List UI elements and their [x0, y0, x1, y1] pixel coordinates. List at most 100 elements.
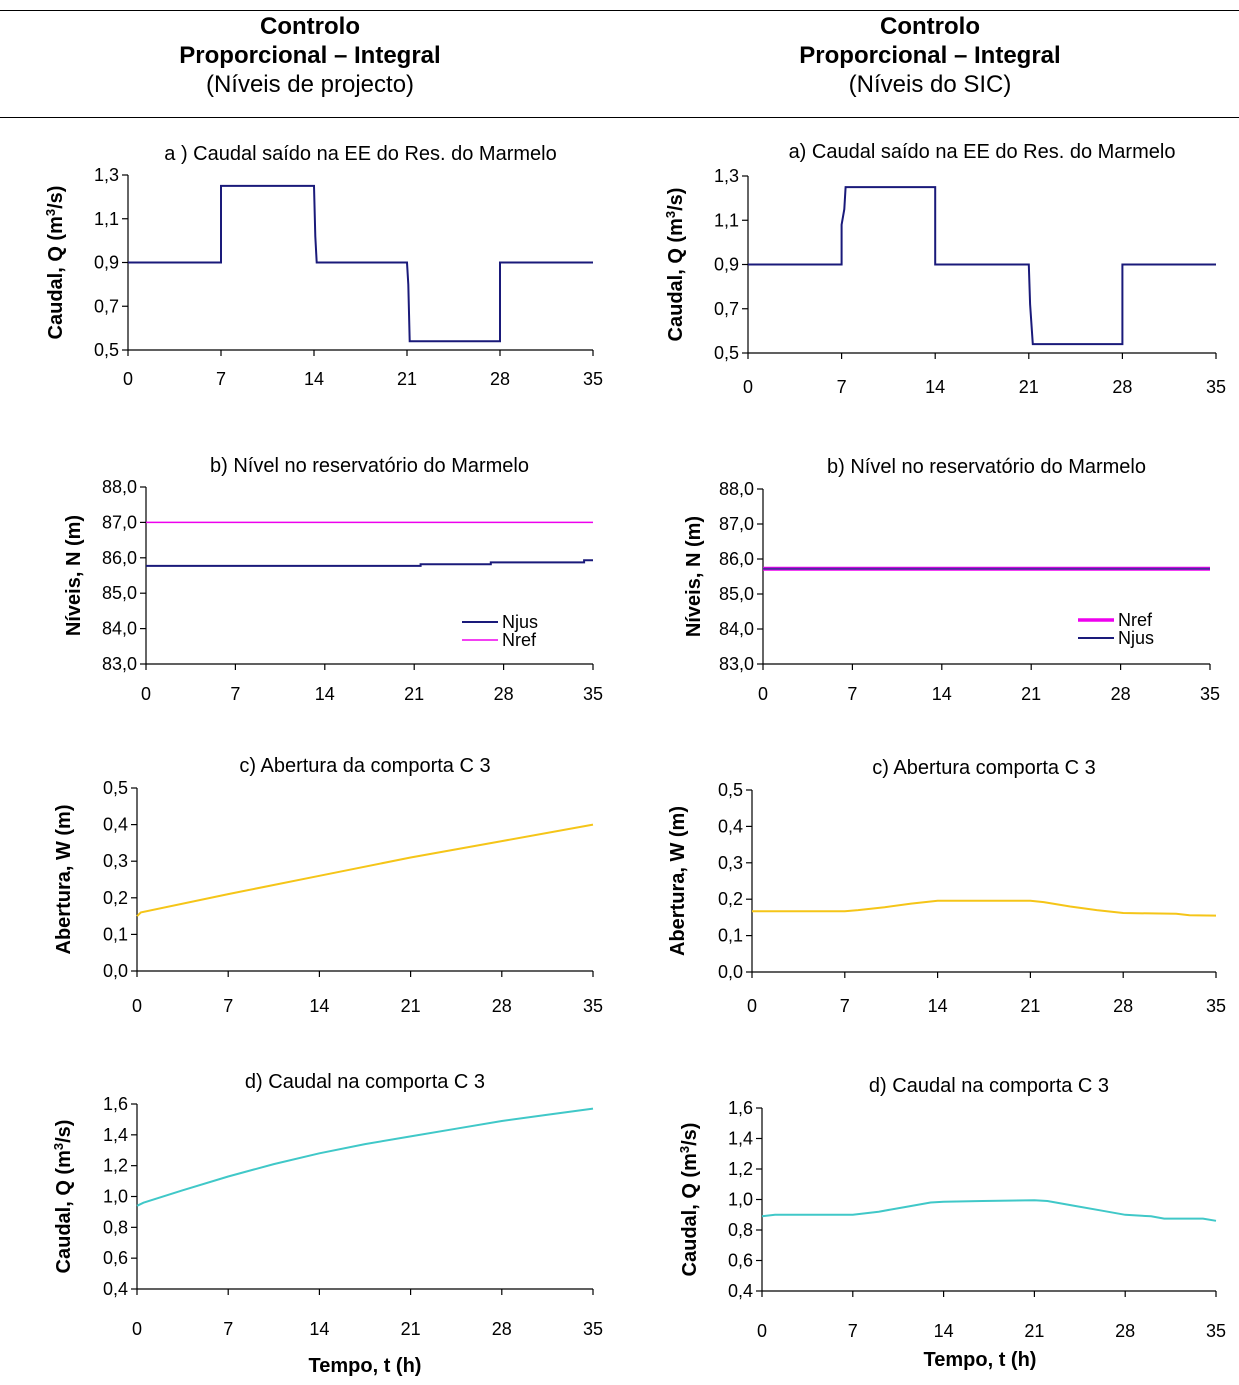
y-tick-label: 0,9: [94, 253, 119, 273]
chart-title: b) Nível no reservatório do Marmelo: [827, 456, 1146, 478]
y-tick-label: 0,0: [103, 961, 128, 981]
y-axis-label-unit: /s): [45, 186, 67, 209]
y-tick-label: 1,4: [103, 1125, 128, 1145]
x-tick-label: 0: [132, 996, 142, 1016]
x-tick-label: 0: [123, 369, 133, 389]
y-tick-label: 0,1: [103, 924, 128, 944]
series-line: [136, 823, 594, 917]
y-tick-label: 0,3: [718, 853, 743, 873]
header-rule: [0, 117, 1239, 118]
x-tick-label: 28: [1113, 996, 1133, 1016]
series-line: [128, 184, 593, 343]
y-tick-label: 0,2: [718, 889, 743, 909]
x-tick-label: 0: [132, 1319, 142, 1339]
x-tick-label: 35: [1206, 1321, 1226, 1341]
y-tick-label: 1,3: [714, 166, 739, 186]
x-tick-label: 7: [223, 996, 233, 1016]
y-tick-label: 0,4: [718, 816, 743, 836]
x-tick-label: 7: [223, 1319, 233, 1339]
chart-title: a) Caudal saído na EE do Res. do Marmelo: [789, 141, 1176, 163]
x-tick-label: 14: [309, 996, 329, 1016]
y-axis-label: Caudal, Q (m3/s): [43, 186, 68, 340]
y-tick-label: 0,8: [103, 1217, 128, 1237]
left-header-line1: Controlo: [260, 13, 360, 40]
chart-c-right: c) Abertura comporta C 3 0,0 0,1 0,2 0,3 0,4 0…: [667, 757, 1226, 1016]
y-tick-label: 0,6: [728, 1251, 753, 1271]
y-tick-label: 0,0: [718, 962, 743, 982]
x-tick-label: 14: [925, 377, 945, 397]
x-tick-label: 35: [583, 996, 603, 1016]
y-axis-label-text: Caudal, Q (m: [679, 1153, 701, 1276]
y-tick-label: 0,5: [718, 780, 743, 800]
series-line: [752, 899, 1217, 917]
y-tick-label: 88,0: [719, 479, 754, 499]
y-tick-label: 0,5: [94, 340, 119, 360]
x-tick-label: 7: [847, 684, 857, 704]
x-tick-label: 28: [492, 1319, 512, 1339]
y-tick-label: 0,1: [718, 926, 743, 946]
y-tick-label: 84,0: [719, 619, 754, 639]
x-tick-label: 0: [743, 377, 753, 397]
y-tick-label: 0,9: [714, 255, 739, 275]
series-line: [748, 186, 1216, 346]
y-axis-label: Caudal, Q (m3/s): [677, 1123, 702, 1277]
top-rule: [0, 10, 1239, 11]
x-tick-label: 35: [583, 684, 603, 704]
x-tick-label: 28: [494, 684, 514, 704]
chart-d-right: d) Caudal na comporta C 3 0,4 0,6 0,8 1,0 1,2…: [677, 1075, 1227, 1341]
chart-b-right: b) Nível no reservatório do Marmelo 83,0 8…: [683, 456, 1220, 704]
x-tick-label: 7: [840, 996, 850, 1016]
y-tick-label: 86,0: [102, 548, 137, 568]
y-tick-label: 1,4: [728, 1129, 753, 1149]
x-tick-label: 21: [1021, 684, 1041, 704]
x-tick-label: 21: [1024, 1321, 1044, 1341]
y-tick-label: 1,6: [728, 1098, 753, 1118]
legend-label-nref: Nref: [502, 630, 537, 650]
y-axis-label: Níveis, N (m): [63, 515, 85, 636]
x-tick-label: 35: [1206, 996, 1226, 1016]
y-axis-label: Caudal, Q (m3/s): [663, 188, 688, 342]
y-axis-label-sup: 3: [663, 211, 678, 218]
y-tick-label: 84,0: [102, 619, 137, 639]
x-tick-label: 21: [1020, 996, 1040, 1016]
y-tick-label: 1,0: [103, 1187, 128, 1207]
y-axis-label-text: Caudal, Q (m: [665, 218, 687, 341]
x-tick-label: 28: [490, 369, 510, 389]
x-tick-label: 35: [583, 369, 603, 389]
y-axis-label-sup: 3: [51, 1143, 66, 1150]
y-tick-label: 86,0: [719, 549, 754, 569]
y-tick-label: 0,5: [714, 343, 739, 363]
x-tick-label: 28: [1112, 377, 1132, 397]
y-tick-label: 0,7: [714, 299, 739, 319]
y-tick-label: 0,4: [103, 1279, 128, 1299]
x-axis-label: Tempo, t (h): [309, 1355, 422, 1377]
y-tick-label: 87,0: [102, 512, 137, 532]
y-tick-label: 83,0: [719, 654, 754, 674]
y-tick-label: 1,1: [714, 210, 739, 230]
x-tick-label: 21: [401, 1319, 421, 1339]
y-axis-label: Níveis, N (m): [683, 516, 705, 637]
x-tick-label: 21: [401, 996, 421, 1016]
chart-d-left: d) Caudal na comporta C 3 0,4 0,6 0,8 1,0 1,2…: [51, 1071, 604, 1339]
x-tick-label: 28: [1111, 684, 1131, 704]
x-tick-label: 0: [757, 1321, 767, 1341]
y-axis-label: Abertura, W (m): [667, 806, 689, 956]
legend-label-nref: Nref: [1118, 610, 1153, 630]
x-tick-label: 35: [1206, 377, 1226, 397]
x-tick-label: 0: [141, 684, 151, 704]
chart-title: b) Nível no reservatório do Marmelo: [210, 455, 529, 477]
x-tick-label: 0: [758, 684, 768, 704]
x-tick-label: 14: [315, 684, 335, 704]
y-tick-label: 0,5: [103, 778, 128, 798]
y-axis-label-sup: 3: [677, 1146, 692, 1153]
chart-a-right: a) Caudal saído na EE do Res. do Marmelo…: [663, 141, 1227, 397]
chart-title: c) Abertura comporta C 3: [872, 757, 1095, 779]
chart-a-left: a ) Caudal saído na EE do Res. do Marmel…: [43, 143, 604, 389]
y-axis-label-unit: /s): [665, 188, 687, 211]
x-tick-label: 0: [747, 996, 757, 1016]
series-line: [761, 1199, 1217, 1222]
x-tick-label: 7: [216, 369, 226, 389]
series-line-njus: [146, 559, 593, 567]
right-header-line3: (Níveis do SIC): [848, 71, 1012, 98]
chart-b-left: b) Nível no reservatório do Marmelo 83,0 8…: [63, 455, 603, 704]
